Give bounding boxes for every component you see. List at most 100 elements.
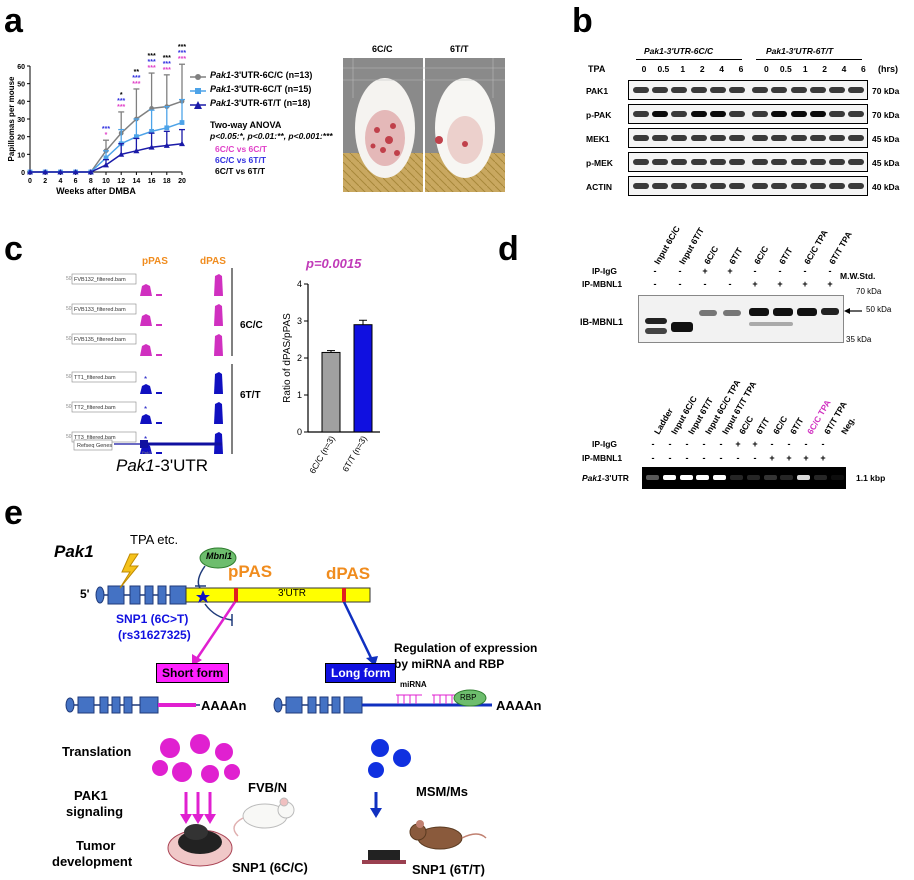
significance-mark: * bbox=[120, 92, 123, 99]
data-point bbox=[133, 147, 140, 154]
blot-row-label: PAK1 bbox=[586, 86, 609, 96]
data-point bbox=[149, 128, 154, 134]
timepoint-label: 2 bbox=[699, 64, 705, 74]
blot-row-label: p-PAK bbox=[586, 110, 612, 120]
blot-strip-mek1 bbox=[628, 128, 868, 148]
large-tumor-icon bbox=[167, 824, 233, 867]
panel-label-d: d bbox=[498, 230, 519, 268]
short-form-box: Short form bbox=[156, 663, 230, 683]
igg-sign: + bbox=[727, 266, 733, 276]
top-lane-label: 6T/T bbox=[777, 245, 795, 266]
polya-short: AAAAn bbox=[201, 698, 247, 713]
data-point bbox=[134, 134, 139, 140]
group-line-6cc bbox=[636, 59, 742, 60]
ppas-label: pPAS bbox=[142, 256, 168, 267]
track-name-box bbox=[71, 303, 137, 315]
data-point bbox=[27, 169, 33, 175]
blot-band bbox=[729, 135, 745, 141]
gel-band bbox=[679, 475, 693, 480]
mbnl1-sign: - bbox=[651, 453, 655, 463]
timepoint-label: 4 bbox=[841, 64, 847, 74]
blot-band bbox=[633, 159, 649, 165]
igg-sign: - bbox=[753, 266, 757, 276]
x-axis-label: Weeks after DMBA bbox=[56, 186, 136, 196]
data-point bbox=[103, 161, 109, 168]
igg-sign: - bbox=[770, 439, 774, 449]
panel-e: Pak1 TPA etc. Mbnl1 pPAS dPAS 5' 3'UTR S… bbox=[0, 520, 600, 880]
pak1-protein-low-icon bbox=[368, 739, 411, 778]
blot-band bbox=[752, 87, 769, 93]
exon-4 bbox=[157, 585, 167, 605]
data-point bbox=[103, 155, 109, 161]
ppas-peak bbox=[140, 314, 152, 326]
pak1-protein-high-icon bbox=[152, 734, 240, 783]
igg-sign: - bbox=[702, 439, 706, 449]
signaling-line2: signaling bbox=[66, 804, 124, 819]
track-name: FVB135_filtered.bam bbox=[74, 337, 126, 343]
igg-sign: + bbox=[735, 439, 741, 449]
blot-band bbox=[729, 183, 745, 189]
y-axis-label: Papillomas per mouse bbox=[7, 76, 16, 161]
track-name: FVB132_filtered.bam bbox=[74, 277, 126, 283]
pcr-gel bbox=[642, 467, 846, 489]
track-name: TT3_filtered.bam bbox=[74, 435, 116, 441]
dpas-ratio-bar-chart: 0 1 2 3 4 Ratio of dPAS/pPAS 6C/C (n=3) 6T/T (n… bbox=[282, 279, 380, 475]
mbnl1-label: Mbnl1 bbox=[206, 551, 232, 561]
blot-band bbox=[690, 87, 707, 93]
pcr-lane-label: Neg. bbox=[839, 415, 857, 436]
dpas-marker bbox=[342, 588, 346, 602]
significance-mark: *** bbox=[178, 56, 186, 63]
tpa-etc-label: TPA etc. bbox=[130, 532, 179, 547]
y-tick-label: 3 bbox=[297, 316, 302, 326]
gel-band bbox=[746, 475, 760, 480]
legend-marker-6ct bbox=[190, 88, 206, 94]
blot-band bbox=[709, 111, 726, 117]
gel-band bbox=[696, 475, 710, 480]
timepoint-label: 0 bbox=[764, 64, 769, 74]
mouse-photos bbox=[343, 58, 505, 192]
gel-band bbox=[713, 475, 727, 480]
photo-label-6tt: 6T/T bbox=[450, 44, 469, 54]
ppas-peak bbox=[140, 414, 152, 424]
blot-band bbox=[652, 111, 669, 117]
ib-blot bbox=[638, 295, 844, 343]
timepoint-label: 4 bbox=[719, 64, 724, 74]
igg-sign: - bbox=[719, 439, 723, 449]
panel-label-a: a bbox=[4, 2, 23, 40]
utr-label: 3'UTR bbox=[278, 588, 307, 599]
mbnl1-sign: - bbox=[753, 453, 757, 463]
signaling-line1: PAK1 bbox=[74, 788, 108, 803]
blot-band bbox=[848, 159, 865, 165]
mbnl1-sign: - bbox=[678, 279, 682, 289]
blot-band bbox=[690, 183, 707, 189]
blot-band bbox=[848, 87, 865, 93]
significance-mark: *** bbox=[117, 104, 125, 111]
blot-band bbox=[809, 183, 826, 189]
significance-mark: *** bbox=[148, 53, 156, 60]
significance-mark: *** bbox=[132, 81, 140, 88]
ip-igg-label-top: IP-IgG bbox=[592, 266, 618, 276]
blot-row-kda: 45 kDa bbox=[872, 158, 900, 168]
track-name-box bbox=[71, 333, 137, 345]
timepoint-label: 6 bbox=[861, 64, 866, 74]
data-point bbox=[163, 142, 170, 148]
ppas-marker bbox=[234, 588, 238, 602]
arrow-left-icon bbox=[844, 308, 862, 314]
polya-long: AAAAn bbox=[496, 698, 542, 713]
brown-mouse-icon bbox=[409, 820, 487, 850]
utr-box bbox=[185, 587, 371, 603]
bar-1 bbox=[321, 351, 341, 433]
track-4: 50 TT1_filtered.bam * bbox=[66, 371, 223, 394]
small-tumor-icon bbox=[362, 850, 406, 864]
pcr-lane-label: 6C/C bbox=[771, 414, 790, 436]
track-axis-label: 50 bbox=[66, 434, 72, 440]
data-point bbox=[118, 151, 125, 157]
panel-label-c: c bbox=[4, 230, 23, 268]
snp-label: SNP1 (6C>T) bbox=[116, 612, 189, 626]
snp-star-icon: * bbox=[144, 435, 147, 444]
significance-mark: ** bbox=[134, 69, 140, 76]
blot-band bbox=[848, 135, 865, 141]
x-tick-label: 14 bbox=[133, 178, 141, 185]
blot-band bbox=[752, 111, 769, 117]
